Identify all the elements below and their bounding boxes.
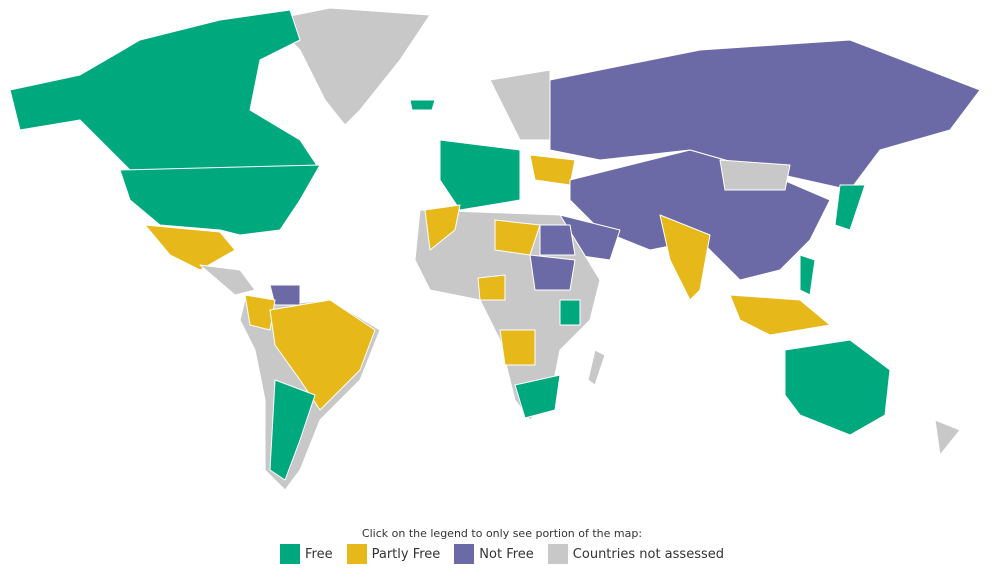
legend-swatch[interactable] bbox=[280, 544, 300, 564]
country-region bbox=[144, 224, 236, 271]
country-region bbox=[269, 7, 431, 126]
country-region bbox=[549, 39, 981, 191]
country-region bbox=[784, 339, 891, 436]
legend-item[interactable]: Countries not assessed bbox=[547, 544, 724, 564]
legend-instruction: Click on the legend to only see portion … bbox=[361, 527, 643, 540]
country-region bbox=[269, 299, 376, 411]
legend: Free Partly Free Not Free Countries not ass… bbox=[0, 544, 1004, 564]
legend-swatch[interactable] bbox=[346, 544, 367, 564]
legend-label[interactable]: Not Free bbox=[479, 546, 534, 562]
legend-item[interactable]: Free bbox=[280, 544, 333, 564]
legend-swatch[interactable] bbox=[547, 544, 568, 564]
country-region bbox=[719, 159, 791, 191]
country-region bbox=[529, 254, 576, 291]
legend-label[interactable]: Countries not assessed bbox=[572, 546, 724, 562]
country-region bbox=[659, 214, 711, 301]
legend-swatch[interactable] bbox=[454, 544, 475, 564]
country-region bbox=[199, 264, 256, 296]
country-region bbox=[244, 294, 276, 331]
country-region bbox=[587, 349, 606, 386]
legend-label[interactable]: Free bbox=[305, 546, 333, 562]
world-map bbox=[9, 7, 981, 491]
country-region bbox=[729, 294, 831, 336]
country-region bbox=[409, 99, 436, 111]
country-region bbox=[529, 154, 576, 186]
legend-label[interactable]: Partly Free bbox=[371, 546, 441, 562]
country-region bbox=[539, 224, 576, 256]
legend-item[interactable]: Partly Free bbox=[346, 544, 441, 564]
country-region bbox=[269, 379, 316, 481]
country-region bbox=[477, 274, 506, 301]
legend-item[interactable]: Not Free bbox=[454, 544, 534, 564]
country-region bbox=[424, 204, 461, 251]
country-region bbox=[799, 254, 816, 296]
country-region bbox=[119, 164, 321, 236]
country-region bbox=[489, 69, 551, 141]
country-region bbox=[514, 374, 561, 419]
country-region bbox=[9, 9, 321, 171]
country-region bbox=[439, 139, 521, 211]
country-region bbox=[834, 184, 866, 231]
country-region bbox=[934, 419, 961, 456]
country-region bbox=[499, 329, 536, 366]
country-region bbox=[559, 299, 581, 326]
